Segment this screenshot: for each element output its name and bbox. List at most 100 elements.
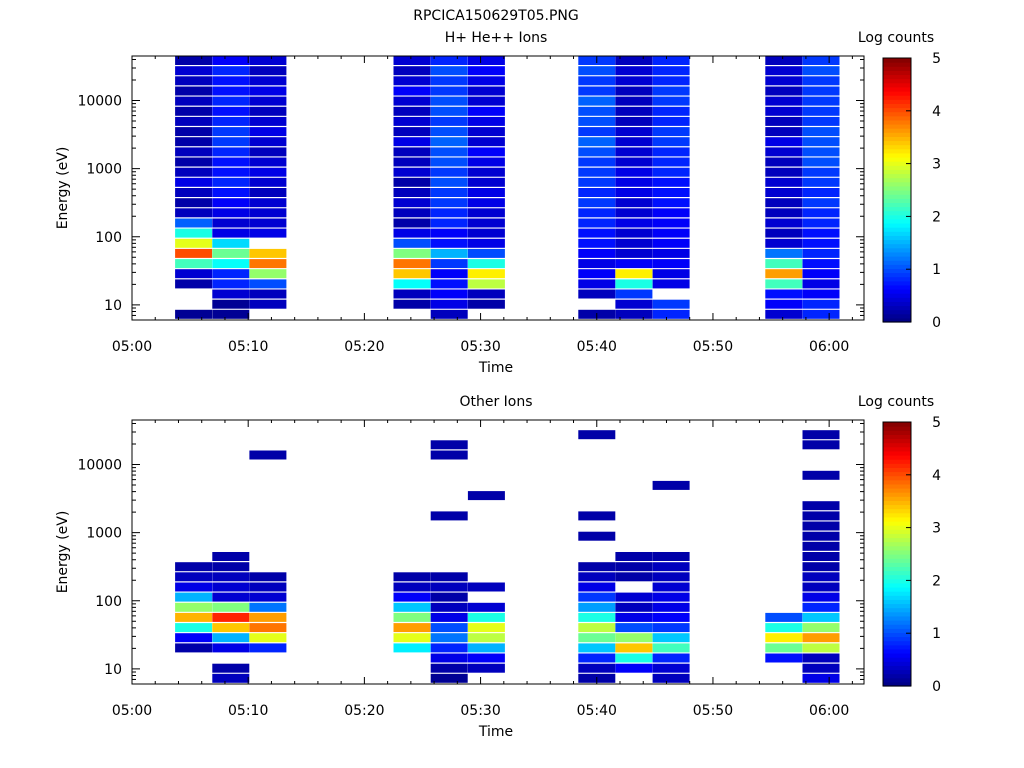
heatmap-cell bbox=[393, 106, 431, 116]
heatmap-cell bbox=[430, 309, 468, 319]
heatmap-cell bbox=[430, 147, 468, 157]
heatmap-cells bbox=[175, 56, 840, 319]
heatmap-cell bbox=[175, 198, 213, 208]
colorbar-step bbox=[883, 268, 911, 274]
heatmap-cell bbox=[652, 299, 690, 309]
heatmap-cell bbox=[765, 299, 803, 309]
heatmap-cell bbox=[430, 228, 468, 238]
colorbar-step bbox=[883, 525, 911, 530]
colorbar-step bbox=[883, 611, 911, 617]
heatmap-cell bbox=[652, 633, 690, 643]
heatmap-cell bbox=[578, 116, 616, 126]
heatmap-cell bbox=[430, 279, 468, 289]
heatmap-cell bbox=[212, 198, 250, 208]
colorbar-step bbox=[883, 595, 911, 600]
heatmap-cell bbox=[249, 582, 287, 592]
heatmap-cell bbox=[802, 673, 840, 683]
colorbar-step bbox=[883, 276, 911, 282]
heatmap-cell bbox=[393, 198, 431, 208]
heatmap-cell bbox=[175, 167, 213, 177]
heatmap-cell bbox=[249, 592, 287, 602]
colorbar-step bbox=[883, 446, 911, 452]
heatmap-cell bbox=[249, 633, 287, 643]
heatmap-cell bbox=[765, 248, 803, 258]
heatmap-cell bbox=[393, 228, 431, 238]
colorbar-step bbox=[883, 293, 911, 298]
heatmap-cell bbox=[393, 269, 431, 279]
colorbar-step bbox=[883, 128, 911, 133]
colorbar-step bbox=[883, 264, 911, 269]
y-tick-label: 10000 bbox=[77, 458, 122, 474]
heatmap-cell bbox=[249, 218, 287, 228]
heatmap-cell bbox=[765, 188, 803, 197]
heatmap-cell bbox=[467, 602, 505, 612]
colorbar-step bbox=[883, 66, 911, 71]
colorbar-step bbox=[883, 533, 911, 539]
heatmap-cell bbox=[652, 552, 690, 561]
heatmap-cell bbox=[467, 177, 505, 187]
heatmap-cell bbox=[467, 116, 505, 126]
heatmap-cell bbox=[802, 653, 840, 663]
colorbar-step bbox=[883, 70, 911, 76]
heatmap-cell bbox=[615, 572, 653, 582]
colorbar-step bbox=[883, 578, 911, 584]
colorbar-step bbox=[883, 570, 911, 576]
heatmap-cell bbox=[802, 602, 840, 612]
heatmap-cell bbox=[175, 592, 213, 602]
panel-title: H+ He++ Ions bbox=[445, 30, 548, 46]
colorbar-label: Log counts bbox=[858, 394, 934, 410]
colorbar-step bbox=[883, 260, 911, 265]
heatmap-cell bbox=[212, 602, 250, 612]
heatmap-cell bbox=[175, 248, 213, 258]
colorbar-step bbox=[883, 169, 911, 175]
x-tick-label: 05:50 bbox=[693, 339, 733, 355]
heatmap-cell bbox=[212, 238, 250, 248]
heatmap-cell bbox=[802, 218, 840, 228]
heatmap-cell bbox=[249, 269, 287, 279]
heatmap-cell bbox=[765, 66, 803, 76]
heatmap-cell bbox=[578, 279, 616, 289]
heatmap-cell bbox=[652, 602, 690, 612]
heatmap-cell bbox=[802, 228, 840, 238]
colorbar-step bbox=[883, 562, 911, 567]
heatmap-cell bbox=[212, 673, 250, 683]
heatmap-cell bbox=[802, 531, 840, 541]
heatmap-cell bbox=[393, 238, 431, 248]
colorbar-step bbox=[883, 504, 911, 510]
heatmap-cell bbox=[249, 96, 287, 106]
heatmap-cell bbox=[212, 218, 250, 228]
colorbar-step bbox=[883, 615, 911, 621]
heatmap-cell bbox=[802, 309, 840, 319]
colorbar-step bbox=[883, 58, 911, 63]
heatmap-cell bbox=[175, 582, 213, 592]
heatmap-cell bbox=[212, 582, 250, 592]
heatmap-cell bbox=[467, 157, 505, 167]
heatmap-cell bbox=[212, 127, 250, 137]
x-tick-label: 05:00 bbox=[112, 703, 152, 719]
heatmap-cell bbox=[393, 147, 431, 157]
heatmap-cell bbox=[765, 653, 803, 663]
heatmap-cell bbox=[430, 188, 468, 197]
colorbar-step bbox=[883, 190, 911, 195]
colorbar-step bbox=[883, 148, 911, 154]
colorbar-step bbox=[883, 488, 911, 493]
heatmap-cell bbox=[652, 673, 690, 683]
heatmap-cell bbox=[249, 602, 287, 612]
colorbar-step bbox=[883, 231, 911, 236]
heatmap-cell bbox=[249, 137, 287, 147]
heatmap-cell bbox=[467, 582, 505, 592]
heatmap-cell bbox=[765, 96, 803, 106]
heatmap-cell bbox=[430, 653, 468, 663]
colorbar-step bbox=[883, 640, 911, 646]
heatmap-cell bbox=[615, 289, 653, 299]
heatmap-cell bbox=[802, 582, 840, 592]
colorbar-step bbox=[883, 210, 911, 216]
heatmap-cell bbox=[615, 208, 653, 218]
heatmap-cell bbox=[615, 663, 653, 673]
heatmap-cell bbox=[467, 259, 505, 269]
heatmap-cell bbox=[467, 238, 505, 248]
colorbar-step bbox=[883, 636, 911, 642]
heatmap-cell bbox=[802, 269, 840, 279]
heatmap-cell bbox=[652, 127, 690, 137]
plot-frame bbox=[131, 419, 865, 685]
